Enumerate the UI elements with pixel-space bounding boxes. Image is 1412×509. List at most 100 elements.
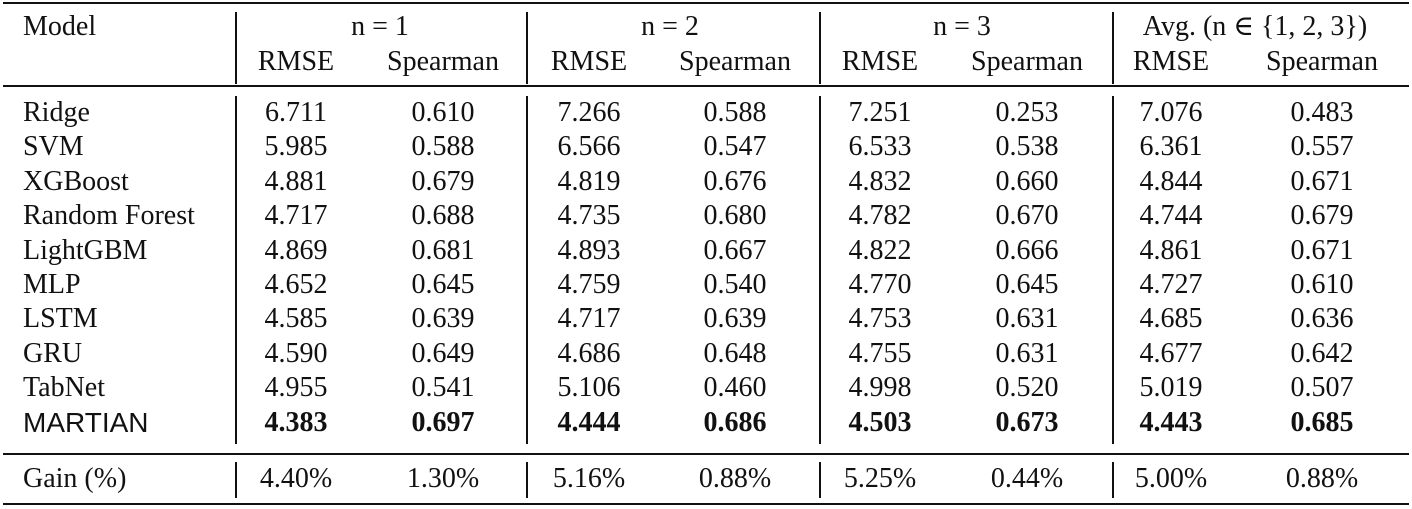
gain-label: Gain (%)	[23, 463, 127, 494]
row-value: 4.444	[557, 406, 621, 438]
row-value: 0.645	[995, 269, 1059, 300]
gain-value: 4.40%	[259, 463, 333, 494]
column-divider	[1112, 12, 1114, 84]
row-value: 0.540	[703, 269, 767, 300]
row-value: 4.832	[848, 165, 912, 197]
row-value: 4.881	[264, 165, 328, 197]
row-value: 0.688	[411, 200, 475, 232]
row-value: 4.727	[1139, 269, 1203, 300]
row-value: 0.588	[703, 97, 767, 128]
gain-value: 5.00%	[1134, 463, 1208, 494]
row-value: 6.361	[1139, 131, 1203, 163]
row-value: 0.547	[703, 131, 767, 163]
gain-rule	[3, 453, 1409, 455]
row-value: 0.697	[411, 406, 475, 438]
row-value: 0.679	[411, 165, 475, 197]
row-value: 4.677	[1139, 337, 1203, 369]
row-value: 0.686	[703, 406, 767, 438]
row-value: 0.557	[1290, 131, 1354, 163]
row-value: 4.717	[557, 303, 621, 335]
row-value: 0.667	[703, 234, 767, 266]
row-value: 4.717	[264, 200, 328, 232]
row-value: 0.636	[1290, 303, 1354, 335]
column-divider	[235, 96, 237, 444]
row-value: 4.759	[557, 269, 621, 300]
row-value: 0.673	[995, 406, 1059, 438]
row-value: 4.819	[557, 165, 621, 197]
row-value: 4.503	[848, 406, 912, 438]
row-value: 4.782	[848, 200, 912, 232]
column-divider	[1112, 462, 1114, 498]
row-value: 6.711	[265, 97, 327, 128]
header-subcol: RMSE	[841, 46, 919, 77]
row-value: 4.686	[557, 337, 621, 369]
row-value: 4.755	[848, 337, 912, 369]
row-value: 0.460	[703, 372, 767, 404]
gain-value: 0.88%	[1285, 463, 1359, 494]
header-group: Avg. (n ∈ {1, 2, 3})	[1142, 11, 1368, 42]
row-value: 0.520	[995, 372, 1059, 404]
column-divider	[526, 96, 528, 444]
row-value: 0.639	[411, 303, 475, 335]
row-value: 7.076	[1139, 97, 1203, 128]
row-value: 4.443	[1139, 406, 1203, 438]
row-value: 0.253	[995, 97, 1059, 128]
row-value: 7.266	[557, 97, 621, 128]
row-value: 0.483	[1290, 97, 1354, 128]
row-value: 0.538	[995, 131, 1059, 163]
row-value: 4.955	[264, 372, 328, 404]
row-value: 4.770	[848, 269, 912, 300]
row-value: 0.610	[411, 97, 475, 128]
row-value: 0.676	[703, 165, 767, 197]
header-subcol: Spearman	[971, 46, 1083, 77]
row-value: 5.106	[557, 372, 621, 404]
row-value: 0.660	[995, 165, 1059, 197]
row-value: 0.631	[995, 303, 1059, 335]
row-value: 5.985	[264, 131, 328, 163]
header-group: n = 1	[351, 11, 409, 42]
row-model: Random Forest	[23, 200, 195, 232]
header-model: Model	[23, 11, 97, 42]
row-model: XGBoost	[23, 165, 129, 197]
row-value: 0.679	[1290, 200, 1354, 232]
row-value: 0.666	[995, 234, 1059, 266]
row-value: 0.639	[703, 303, 767, 335]
row-model: LSTM	[23, 303, 98, 335]
row-value: 4.735	[557, 200, 621, 232]
header-group: n = 2	[641, 11, 699, 42]
row-model: TabNet	[23, 372, 106, 404]
row-model: MARTIAN	[23, 406, 149, 438]
top-rule	[3, 2, 1409, 4]
row-value: 0.685	[1290, 406, 1354, 438]
row-value: 0.541	[411, 372, 475, 404]
gain-value: 5.25%	[843, 463, 917, 494]
gain-value: 0.44%	[990, 463, 1064, 494]
column-divider	[235, 462, 237, 498]
row-model: SVM	[23, 131, 84, 163]
row-value: 6.566	[557, 131, 621, 163]
bottom-rule	[3, 503, 1409, 505]
column-divider	[819, 96, 821, 444]
row-value: 5.019	[1139, 372, 1203, 404]
column-divider	[526, 12, 528, 84]
row-value: 4.590	[264, 337, 328, 369]
row-value: 4.753	[848, 303, 912, 335]
row-model: GRU	[23, 337, 83, 369]
row-value: 0.642	[1290, 337, 1354, 369]
row-value: 0.671	[1290, 165, 1354, 197]
row-value: 4.861	[1139, 234, 1203, 266]
column-divider	[819, 462, 821, 498]
row-model: LightGBM	[23, 234, 148, 266]
row-value: 0.671	[1290, 234, 1354, 266]
header-subcol: RMSE	[257, 46, 335, 77]
row-value: 4.585	[264, 303, 328, 335]
row-value: 0.631	[995, 337, 1059, 369]
header-rule	[3, 85, 1409, 87]
row-value: 0.670	[995, 200, 1059, 232]
column-divider	[1112, 96, 1114, 444]
column-divider	[819, 12, 821, 84]
row-value: 4.744	[1139, 200, 1203, 232]
row-value: 4.869	[264, 234, 328, 266]
gain-value: 1.30%	[406, 463, 480, 494]
